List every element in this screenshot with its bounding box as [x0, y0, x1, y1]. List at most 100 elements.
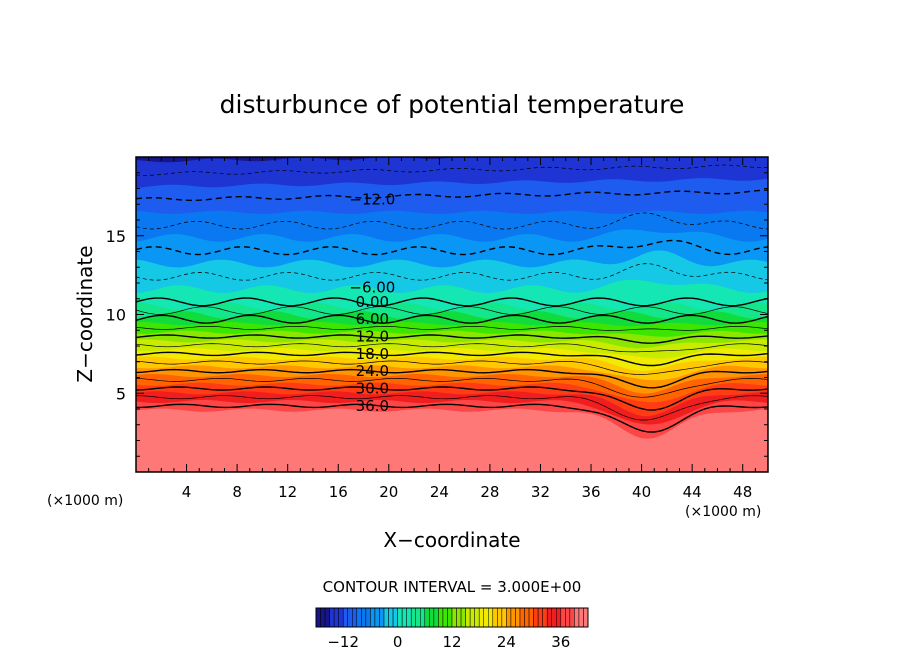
- contour-interval-text: CONTOUR INTERVAL = 3.000E+00: [323, 578, 582, 596]
- x-axis-label: X−coordinate: [383, 528, 520, 552]
- colorbar-cell: [574, 607, 580, 628]
- contour-line-27: [136, 377, 768, 398]
- colorbar-tick-label: −12: [327, 633, 359, 651]
- y-axis-label: Z−coordinate: [73, 245, 97, 382]
- colorbar-cell: [388, 607, 394, 628]
- contour-line-18: [136, 351, 768, 367]
- colorbar-cell: [401, 607, 407, 628]
- colorbar-cell: [524, 607, 530, 628]
- colorbar-cell: [383, 607, 389, 628]
- colorbar-cell: [519, 607, 525, 628]
- contour-line-6: [136, 314, 768, 324]
- contour-label: 12.0: [356, 328, 389, 346]
- contour-line-0: [136, 297, 768, 307]
- contour-label: 6.00: [356, 310, 389, 328]
- contour-line-33: [136, 395, 768, 421]
- contour-label: 24.0: [356, 362, 389, 380]
- contour-line-24: [136, 368, 768, 389]
- contour-line--3: [136, 263, 768, 281]
- x-tick-label: 8: [232, 483, 242, 501]
- contour-line-36: [136, 403, 768, 433]
- y-tick-label: 15: [106, 227, 126, 246]
- colorbar-cell: [379, 607, 385, 628]
- colorbar-cell: [488, 607, 494, 628]
- colorbar-cell: [424, 607, 430, 628]
- colorbar-cell: [356, 607, 362, 628]
- contour-fill--15: [136, 157, 768, 188]
- x-tick-label: 40: [632, 483, 651, 501]
- colorbar-cell: [406, 607, 412, 628]
- x-axis-unit-right: (×1000 m): [685, 504, 761, 520]
- colorbar-cell: [342, 607, 348, 628]
- contour-label: 18.0: [356, 345, 389, 363]
- colorbar-cell: [392, 607, 398, 628]
- y-tick-label: 5: [116, 384, 126, 403]
- contour-line--18: [136, 139, 768, 149]
- colorbar-cell: [442, 607, 448, 628]
- colorbar-cell: [542, 607, 548, 628]
- x-tick-label: 12: [278, 483, 297, 501]
- colorbar-tick-label: 24: [497, 633, 516, 651]
- y-tick-label: 10: [106, 306, 126, 325]
- colorbar-cell: [333, 607, 339, 628]
- colorbar-cell: [438, 607, 444, 628]
- colorbar-cell: [324, 607, 330, 628]
- colorbar-cell: [551, 607, 557, 628]
- y-axis-ticks: 5 10 15: [106, 172, 768, 457]
- colorbar-cell: [474, 607, 480, 628]
- colorbar-cell: [320, 607, 326, 628]
- colorbar-cell: [447, 607, 453, 628]
- colorbar-cell: [556, 607, 562, 628]
- contour-line--12: [136, 189, 768, 202]
- colorbar-cell: [515, 607, 521, 628]
- colorbar-cell: [329, 607, 335, 628]
- colorbar-cell: [483, 607, 489, 628]
- colorbar-cell: [410, 607, 416, 628]
- colorbar-cell: [374, 607, 380, 628]
- colorbar-cell: [397, 607, 403, 628]
- colorbar-tick-label: 0: [393, 633, 403, 651]
- x-tick-label: 20: [379, 483, 398, 501]
- contour-line--9: [136, 212, 768, 230]
- contour-line-9: [136, 325, 768, 331]
- colorbar-cell: [451, 607, 457, 628]
- contour-label: 0.00: [356, 293, 389, 311]
- x-tick-label: 4: [182, 483, 192, 501]
- contour-line--6: [136, 239, 768, 256]
- colorbar-cell: [478, 607, 484, 628]
- colorbar-cell: [352, 607, 358, 628]
- contour-line-15: [136, 343, 768, 353]
- colorbar-cell: [546, 607, 552, 628]
- colorbar-cell: [537, 607, 543, 628]
- colorbar-tick-label: 12: [442, 633, 461, 651]
- x-tick-label: 36: [581, 483, 600, 501]
- x-tick-label: 16: [329, 483, 348, 501]
- contour-line-3: [136, 306, 768, 315]
- colorbar-cell: [497, 607, 503, 628]
- colorbar-cell: [370, 607, 376, 628]
- colorbar-tick-labels: −12 0 12 24 36: [327, 633, 570, 651]
- x-axis-ticks: 4 8 12 16 20 24 28 32 36 40 44 48: [148, 157, 756, 501]
- colorbar-cell: [361, 607, 367, 628]
- colorbar-cell: [469, 607, 475, 628]
- colorbar-cell: [560, 607, 566, 628]
- colorbar-cell: [565, 607, 571, 628]
- colorbar-cell: [415, 607, 421, 628]
- contour-fills: [136, 157, 768, 472]
- colorbar-cell: [433, 607, 439, 628]
- contour-lines: [136, 139, 768, 433]
- contour-label: 30.0: [356, 380, 389, 398]
- colorbar-cell: [506, 607, 512, 628]
- colorbar-cell: [569, 607, 575, 628]
- colorbar-tick-label: 36: [551, 633, 570, 651]
- colorbar-cell: [429, 607, 435, 628]
- colorbar-cell: [528, 607, 534, 628]
- colorbar-cell: [578, 607, 584, 628]
- colorbar-cell: [338, 607, 344, 628]
- contour-label: −12.0: [349, 191, 395, 209]
- colorbar-cell: [583, 607, 589, 628]
- colorbar-cell: [510, 607, 516, 628]
- x-tick-label: 48: [733, 483, 752, 501]
